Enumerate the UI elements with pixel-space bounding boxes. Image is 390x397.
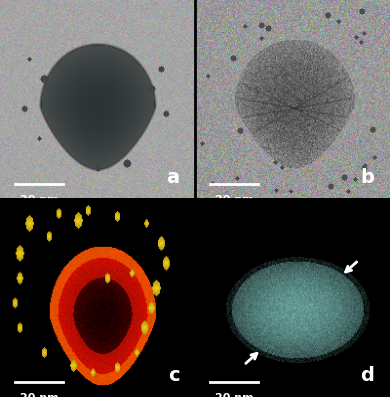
- Text: d: d: [360, 366, 374, 385]
- Text: 20 nm: 20 nm: [215, 393, 254, 397]
- Text: c: c: [168, 366, 179, 385]
- Text: b: b: [360, 168, 374, 187]
- Text: a: a: [166, 168, 179, 187]
- Text: 20 nm: 20 nm: [20, 393, 58, 397]
- Text: 20 nm: 20 nm: [20, 195, 58, 204]
- Text: 20 nm: 20 nm: [215, 195, 254, 204]
